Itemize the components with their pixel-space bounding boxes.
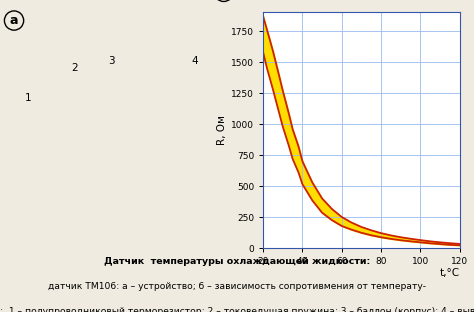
Text: Датчик  температуры охлаждающей жидкости:: Датчик температуры охлаждающей жидкости: (104, 257, 370, 266)
Text: ры;  1 – полупроводниковый терморезистор; 2 – токоведущая пружина; 3 – баллон (к: ры; 1 – полупроводниковый терморезистор;… (0, 306, 474, 312)
Text: 2: 2 (71, 63, 78, 73)
Text: 1: 1 (25, 93, 31, 103)
Text: 3: 3 (108, 56, 115, 66)
Text: t,°C: t,°C (440, 268, 460, 278)
Text: 4: 4 (192, 56, 199, 66)
Y-axis label: R, Ом: R, Ом (217, 115, 227, 145)
Text: датчик ТМ106: а – устройство; б – зависимость сопротивмения от температу-: датчик ТМ106: а – устройство; б – зависи… (48, 282, 426, 291)
Text: а: а (10, 14, 18, 27)
